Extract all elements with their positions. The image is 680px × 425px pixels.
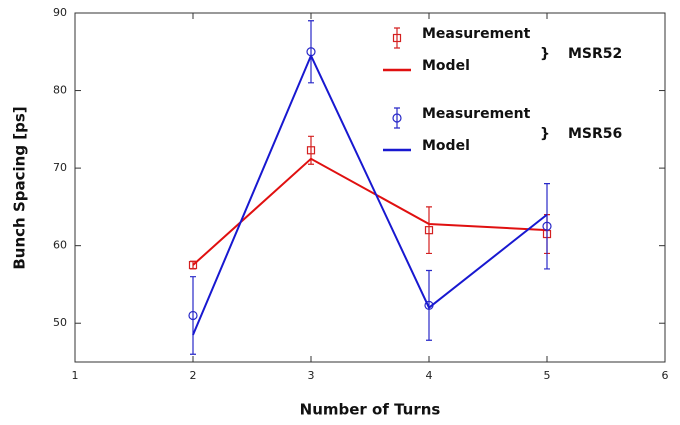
y-tick-label: 60 — [53, 239, 67, 252]
x-tick-label: 5 — [544, 369, 551, 382]
y-tick-label: 50 — [53, 316, 67, 329]
error-bar — [308, 20, 314, 84]
marker — [392, 113, 402, 123]
x-axis-label: Number of Turns — [300, 401, 441, 419]
marker — [188, 310, 198, 321]
legend-label: Measurement — [422, 26, 531, 42]
x-tick-label: 3 — [308, 369, 315, 382]
y-tick-label: 80 — [53, 84, 67, 97]
legend-label: Measurement — [422, 106, 531, 122]
y-axis-label: Bunch Spacing [ps] — [11, 106, 29, 269]
error-bar — [190, 276, 196, 355]
legend-error-bar — [394, 27, 400, 49]
marker — [306, 146, 316, 155]
legend-group: MSR56 — [568, 126, 622, 142]
model-line — [192, 53, 548, 336]
legend-error-bar — [394, 107, 400, 129]
legend-label: Model — [422, 58, 470, 74]
model-line — [192, 157, 548, 266]
marker — [424, 226, 434, 235]
x-tick-label: 4 — [426, 369, 433, 382]
y-tick-label: 90 — [53, 6, 67, 19]
legend-label: Model — [422, 138, 470, 154]
marker — [392, 33, 402, 43]
legend-brace: } — [540, 46, 550, 62]
x-tick-label: 6 — [662, 369, 669, 382]
marker — [188, 260, 198, 270]
error-bar — [544, 183, 550, 270]
x-tick-label: 2 — [190, 369, 197, 382]
y-tick-label: 70 — [53, 161, 67, 174]
plot-frame — [74, 12, 666, 363]
error-bar — [426, 206, 432, 255]
x-tick-label: 1 — [72, 369, 79, 382]
legend-brace: } — [540, 126, 550, 142]
marker — [542, 221, 552, 231]
legend-group: MSR52 — [568, 46, 622, 62]
